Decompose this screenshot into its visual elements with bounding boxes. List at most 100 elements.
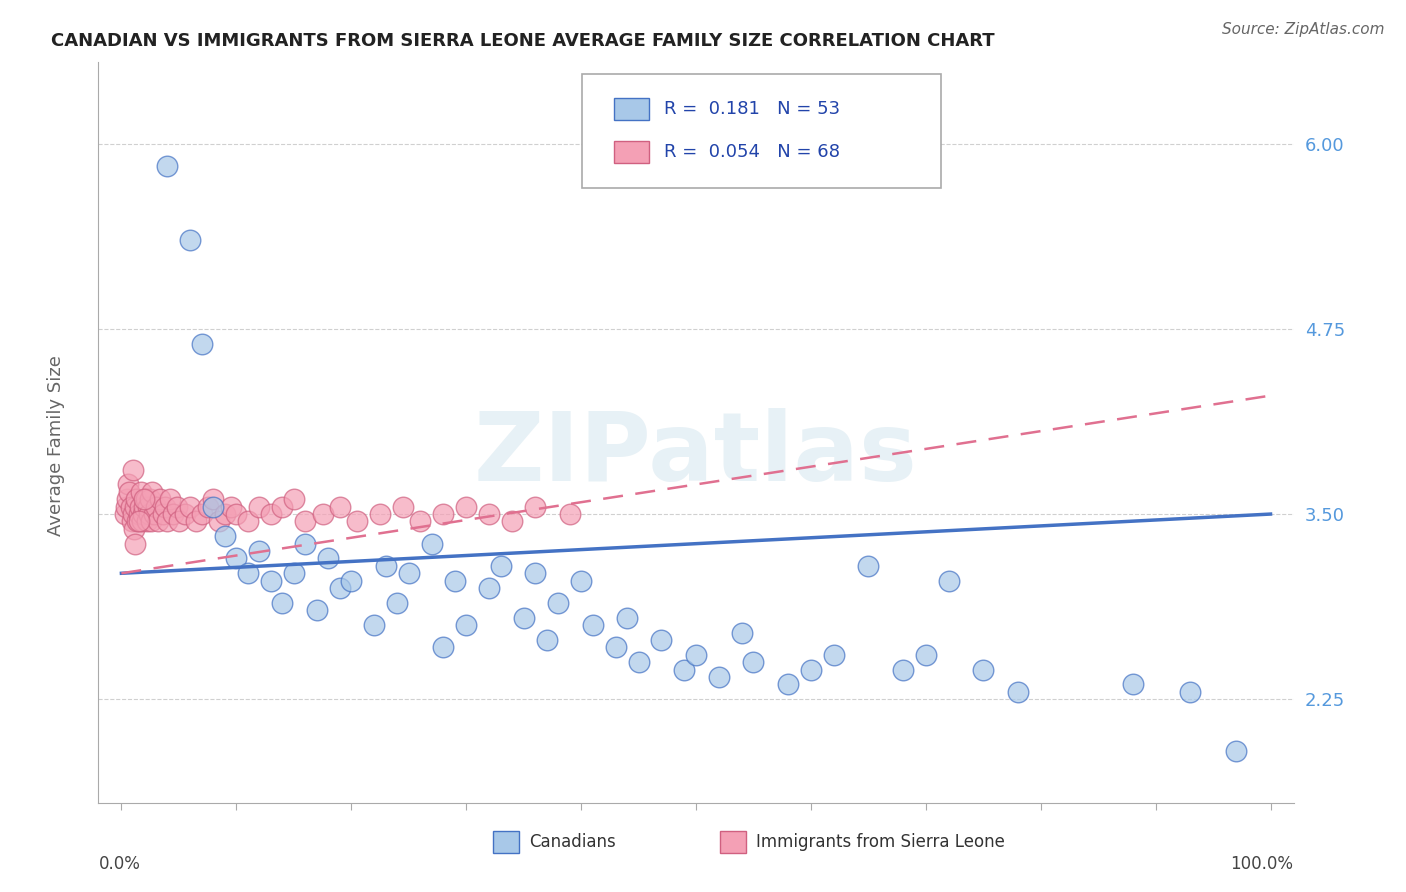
Point: [385, 596, 409, 610]
Text: R =  0.054   N = 68: R = 0.054 N = 68: [664, 143, 839, 161]
Point: [141, 484, 163, 499]
Point: [214, 529, 236, 543]
Point: [456, 500, 478, 514]
Point: [914, 648, 936, 662]
Point: [122, 522, 145, 536]
Point: [1225, 744, 1247, 758]
Point: [478, 581, 501, 595]
Point: [858, 558, 880, 573]
Text: Source: ZipAtlas.com: Source: ZipAtlas.com: [1222, 22, 1385, 37]
Point: [115, 500, 138, 514]
Point: [283, 566, 305, 581]
Point: [145, 500, 167, 514]
Point: [191, 336, 214, 351]
Point: [283, 492, 305, 507]
Point: [398, 566, 420, 581]
Point: [236, 515, 259, 529]
Point: [627, 655, 650, 669]
Point: [260, 574, 283, 588]
Point: [512, 611, 534, 625]
Point: [616, 611, 638, 625]
Point: [456, 618, 478, 632]
Point: [131, 515, 153, 529]
Point: [214, 507, 236, 521]
Point: [162, 507, 184, 521]
Point: [166, 500, 188, 514]
Text: R =  0.181   N = 53: R = 0.181 N = 53: [664, 100, 839, 118]
Point: [432, 507, 454, 521]
Point: [225, 551, 247, 566]
Text: CANADIAN VS IMMIGRANTS FROM SIERRA LEONE AVERAGE FAMILY SIZE CORRELATION CHART: CANADIAN VS IMMIGRANTS FROM SIERRA LEONE…: [51, 32, 994, 50]
Point: [179, 500, 201, 514]
Point: [294, 515, 316, 529]
Point: [420, 537, 443, 551]
Point: [581, 618, 603, 632]
Point: [650, 632, 672, 647]
Point: [329, 581, 352, 595]
Point: [156, 515, 179, 529]
Point: [329, 500, 352, 514]
Point: [202, 500, 225, 514]
FancyBboxPatch shape: [613, 98, 650, 120]
Point: [673, 663, 696, 677]
Point: [128, 507, 150, 521]
Point: [141, 515, 163, 529]
Point: [1122, 677, 1144, 691]
Point: [374, 558, 396, 573]
Point: [121, 515, 143, 529]
Text: 0.0%: 0.0%: [98, 855, 141, 872]
Point: [524, 500, 547, 514]
Point: [340, 574, 363, 588]
Point: [219, 500, 242, 514]
Point: [225, 507, 247, 521]
Point: [311, 507, 333, 521]
FancyBboxPatch shape: [494, 831, 519, 853]
Point: [122, 507, 145, 521]
Point: [136, 500, 159, 514]
Point: [247, 500, 270, 514]
Point: [443, 574, 465, 588]
Point: [153, 500, 176, 514]
Point: [236, 566, 259, 581]
Point: [159, 492, 181, 507]
Point: [316, 551, 339, 566]
Point: [124, 537, 146, 551]
Point: [271, 500, 294, 514]
Point: [368, 507, 391, 521]
Point: [524, 566, 547, 581]
Point: [247, 544, 270, 558]
Point: [271, 596, 294, 610]
Point: [122, 462, 145, 476]
Point: [432, 640, 454, 655]
Point: [149, 492, 172, 507]
Point: [135, 515, 157, 529]
Point: [152, 507, 174, 521]
Point: [115, 492, 138, 507]
Point: [536, 632, 558, 647]
Point: [501, 515, 523, 529]
Point: [173, 507, 195, 521]
Point: [127, 515, 149, 529]
Text: 100.0%: 100.0%: [1230, 855, 1294, 872]
Point: [129, 484, 152, 499]
Point: [117, 477, 139, 491]
Point: [132, 507, 155, 521]
Point: [776, 677, 799, 691]
FancyBboxPatch shape: [582, 73, 941, 188]
Point: [938, 574, 960, 588]
Text: Canadians: Canadians: [529, 833, 616, 851]
Point: [128, 515, 150, 529]
Point: [167, 515, 190, 529]
Point: [134, 500, 156, 514]
Point: [114, 507, 136, 521]
Point: [569, 574, 592, 588]
Point: [346, 515, 368, 529]
Point: [392, 500, 415, 514]
Point: [731, 625, 754, 640]
Point: [191, 507, 214, 521]
FancyBboxPatch shape: [720, 831, 747, 853]
Point: [685, 648, 707, 662]
Point: [972, 663, 994, 677]
Text: Average Family Size: Average Family Size: [48, 356, 65, 536]
FancyBboxPatch shape: [613, 141, 650, 163]
